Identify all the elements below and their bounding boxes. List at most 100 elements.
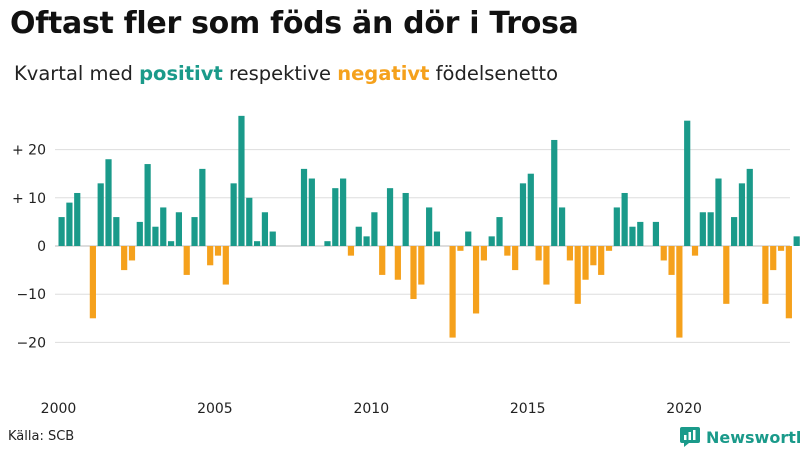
bar-positive (355, 226, 362, 246)
bar-negative (535, 246, 542, 261)
bar-negative (410, 246, 417, 300)
bar-positive (144, 164, 151, 246)
bar-negative (183, 246, 190, 275)
bar-negative (449, 246, 456, 338)
bar-positive (746, 168, 753, 246)
bar-negative (785, 246, 792, 319)
bar-negative (472, 246, 480, 314)
bar-positive (426, 207, 433, 246)
x-tick-label: 2000 (41, 401, 77, 417)
bar-positive (637, 221, 644, 246)
bar-negative (504, 246, 511, 256)
x-axis: 2000 2005 2010 2015 2020 (41, 401, 702, 417)
y-axis: + 20 + 10 0 −10 −20 (12, 143, 46, 352)
bar-positive (731, 217, 738, 246)
x-tick-label: 2015 (510, 401, 546, 417)
bar-negative (598, 246, 605, 275)
y-tick-label: + 20 (12, 143, 46, 159)
bar-positive (652, 221, 660, 246)
bar-positive (160, 207, 167, 246)
brand-logo: Newsworthy (680, 427, 800, 447)
x-tick-label: 2010 (353, 401, 389, 417)
bar-negative (543, 246, 550, 285)
bar-negative (668, 246, 675, 275)
bar-positive (519, 183, 527, 246)
bar-positive (793, 236, 800, 246)
bar-positive (136, 221, 143, 246)
bar-positive (551, 139, 558, 246)
bar-positive (332, 188, 339, 246)
y-tick-label: −20 (16, 335, 46, 351)
bar-positive (66, 202, 73, 246)
bar-positive (363, 236, 370, 246)
bar-negative (590, 246, 597, 266)
bar-positive (254, 241, 261, 246)
bar-negative (605, 246, 613, 251)
bar-positive (613, 207, 620, 246)
bar-positive (629, 226, 636, 246)
bar-positive (58, 217, 65, 246)
bar-positive (74, 192, 81, 246)
bar-positive (684, 120, 691, 246)
bar-positive (621, 192, 628, 246)
bar-positive (300, 168, 308, 246)
bar-positive (97, 183, 104, 246)
bar-positive (246, 197, 253, 246)
bar-negative (660, 246, 667, 261)
bar-positive (175, 212, 182, 246)
bar-negative (207, 246, 214, 266)
chart-subtitle: Kvartal med positivt respektive negativt… (14, 62, 558, 85)
bar-positive (167, 241, 175, 246)
subtitle-middle: respektive (228, 62, 331, 85)
bar-positive (152, 226, 159, 246)
bar-positive (113, 217, 120, 246)
bar-negative (691, 246, 699, 256)
bar-positive (386, 188, 394, 246)
bar-positive (433, 231, 441, 246)
bar-negative (582, 246, 589, 280)
x-tick-label: 2005 (197, 401, 233, 417)
bar-positive (465, 231, 472, 246)
bar-negative (723, 246, 730, 304)
bar-positive (340, 178, 347, 246)
bar-positive (199, 168, 206, 246)
bar-positive (105, 159, 112, 246)
bar-positive (238, 115, 245, 246)
subtitle-suffix: födelsenetto (435, 62, 558, 85)
bar-positive (230, 183, 237, 246)
bar-negative (347, 246, 355, 256)
bar-negative (777, 246, 785, 251)
subtitle-negative: negativt (337, 62, 430, 85)
x-tick-label: 2020 (666, 401, 702, 417)
bar-positive (496, 217, 503, 246)
bar-positive (558, 207, 566, 246)
bar-positive (371, 212, 378, 246)
bar-layer (58, 115, 800, 338)
subtitle-positive: positivt (139, 62, 223, 85)
bar-positive (402, 192, 409, 246)
bar-positive (308, 178, 315, 246)
brand-name: Newsworthy (706, 427, 800, 447)
bar-negative (770, 246, 777, 271)
bar-positive (699, 212, 706, 246)
source-label: Källa: SCB (8, 429, 75, 444)
bar-negative (512, 246, 519, 271)
bar-negative (121, 246, 128, 271)
bar-negative (762, 246, 769, 304)
bar-positive (527, 173, 534, 246)
bar-positive (324, 241, 331, 246)
bar-negative (676, 246, 683, 338)
bar-negative (89, 246, 96, 319)
bar-positive (191, 217, 198, 246)
bar-positive (707, 212, 714, 246)
bar-negative (480, 246, 487, 261)
bar-negative (457, 246, 464, 251)
subtitle-prefix: Kvartal med (14, 62, 133, 85)
y-tick-label: 0 (37, 239, 46, 255)
bar-positive (488, 236, 495, 246)
y-tick-label: −10 (16, 287, 46, 303)
bar-negative (574, 246, 581, 304)
bar-positive (261, 212, 269, 246)
bar-negative (128, 246, 136, 261)
